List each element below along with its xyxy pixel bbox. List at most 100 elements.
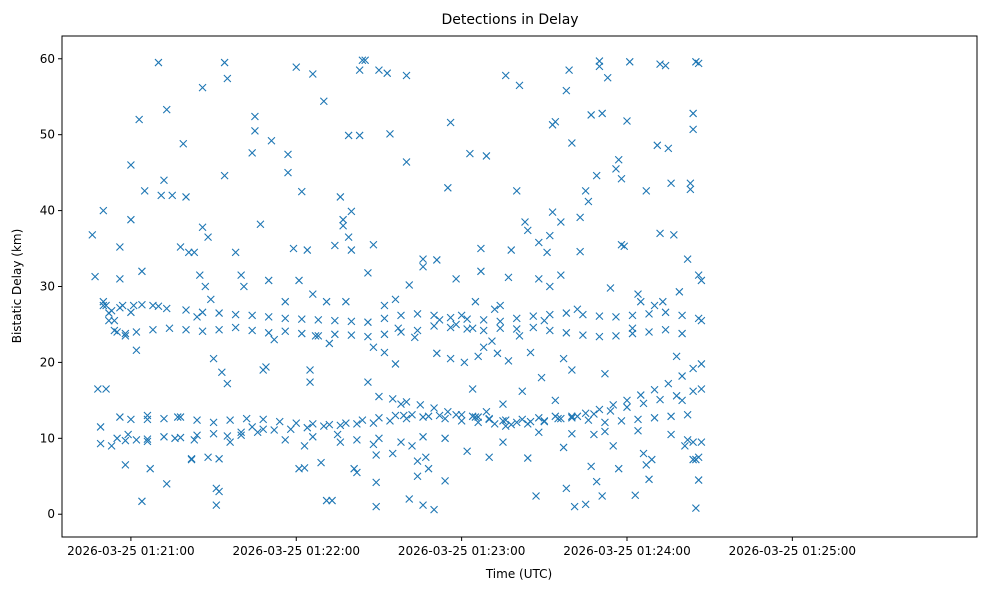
data-point-19 xyxy=(124,430,133,439)
data-point-316 xyxy=(165,324,174,333)
data-point-138 xyxy=(410,333,419,342)
data-point-24 xyxy=(135,115,144,124)
data-point-401 xyxy=(375,413,383,422)
data-point-337 xyxy=(512,325,521,333)
data-point-467 xyxy=(667,430,675,439)
data-point-56 xyxy=(212,501,221,510)
data-point-228 xyxy=(609,442,618,450)
data-point-209 xyxy=(570,502,579,511)
data-point-76 xyxy=(281,297,290,306)
data-point-225 xyxy=(601,369,609,378)
data-point-46 xyxy=(190,435,199,444)
data-point-1 xyxy=(91,272,99,281)
data-point-317 xyxy=(182,325,190,334)
data-point-412 xyxy=(556,414,565,423)
data-point-212 xyxy=(576,247,585,256)
data-point-242 xyxy=(642,186,651,195)
data-point-175 xyxy=(499,438,507,447)
data-point-281 xyxy=(215,309,223,317)
data-point-465 xyxy=(601,427,609,436)
data-point-27 xyxy=(140,186,149,195)
data-point-173 xyxy=(496,301,505,310)
data-point-434 xyxy=(540,416,549,425)
data-point-433 xyxy=(526,417,535,426)
data-point-239 xyxy=(634,290,642,298)
data-point-403 xyxy=(408,410,416,419)
data-point-86 xyxy=(303,246,312,254)
data-point-112 xyxy=(358,56,367,65)
data-point-203 xyxy=(559,354,568,363)
data-point-440 xyxy=(623,396,631,405)
data-point-443 xyxy=(664,379,673,388)
data-point-103 xyxy=(341,297,350,306)
data-point-306 xyxy=(628,311,637,320)
data-point-444 xyxy=(678,372,686,380)
data-point-395 xyxy=(275,417,284,426)
data-point-428 xyxy=(457,410,466,419)
data-point-307 xyxy=(645,309,653,318)
data-point-176 xyxy=(501,71,510,80)
data-point-193 xyxy=(543,248,551,257)
data-point-122 xyxy=(375,66,383,75)
data-point-117 xyxy=(369,343,378,352)
data-point-304 xyxy=(595,312,604,320)
data-point-186 xyxy=(523,454,532,462)
data-point-302 xyxy=(562,309,571,317)
data-point-202 xyxy=(559,443,568,452)
data-point-295 xyxy=(446,313,455,322)
data-point-30 xyxy=(146,464,155,473)
data-point-113 xyxy=(361,56,370,65)
data-point-48 xyxy=(195,271,204,280)
data-point-190 xyxy=(534,275,543,283)
data-point-136 xyxy=(405,281,414,289)
data-point-441 xyxy=(636,391,645,399)
data-point-141 xyxy=(419,501,427,510)
data-point-140 xyxy=(413,457,422,465)
data-point-430 xyxy=(485,415,494,424)
data-point-183 xyxy=(518,387,527,396)
data-point-388 xyxy=(160,414,168,423)
data-point-386 xyxy=(127,415,135,424)
data-point-199 xyxy=(551,396,560,405)
data-point-35 xyxy=(162,105,171,114)
data-point-99 xyxy=(333,430,342,439)
data-point-153 xyxy=(446,354,455,363)
data-point-284 xyxy=(264,312,273,321)
data-point-216 xyxy=(587,111,596,119)
data-point-97 xyxy=(328,496,336,505)
data-point-381 xyxy=(634,415,642,424)
data-point-374 xyxy=(518,415,527,424)
data-point-3 xyxy=(96,423,105,431)
data-point-74 xyxy=(267,136,276,145)
data-point-438 xyxy=(595,405,604,414)
data-point-110 xyxy=(355,131,364,140)
data-point-232 xyxy=(617,174,626,183)
data-point-126 xyxy=(386,130,394,138)
data-point-32 xyxy=(154,58,163,67)
data-point-384 xyxy=(683,410,692,419)
data-point-80 xyxy=(292,63,301,72)
data-point-279 xyxy=(182,306,190,314)
data-point-41 xyxy=(179,139,188,148)
data-point-264 xyxy=(689,455,698,464)
data-point-102 xyxy=(339,221,348,230)
data-point-23 xyxy=(132,346,141,355)
data-point-311 xyxy=(697,316,706,325)
data-point-252 xyxy=(664,144,673,153)
data-point-466 xyxy=(634,426,642,435)
data-point-54 xyxy=(209,354,218,363)
data-point-341 xyxy=(579,331,587,339)
data-point-238 xyxy=(631,491,640,500)
data-point-119 xyxy=(372,478,381,487)
data-point-229 xyxy=(612,164,620,173)
data-point-269 xyxy=(694,476,703,484)
data-point-382 xyxy=(650,413,659,422)
data-point-315 xyxy=(149,325,157,334)
data-point-266 xyxy=(691,504,700,513)
data-point-73 xyxy=(264,276,273,285)
data-point-25 xyxy=(138,267,146,276)
data-point-345 xyxy=(645,328,653,336)
data-point-301 xyxy=(545,310,554,319)
